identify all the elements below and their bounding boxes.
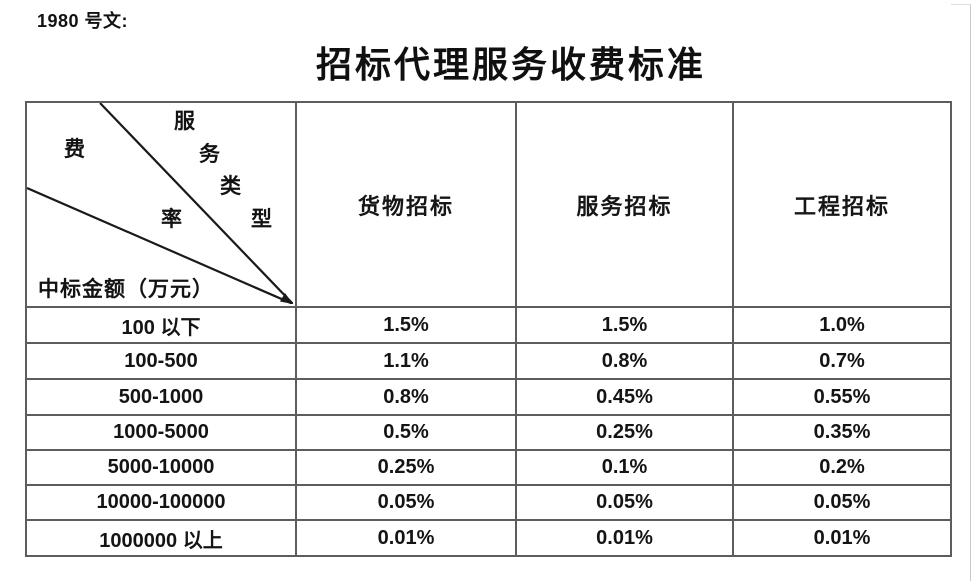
rate-cell: 0.01% [515,519,734,557]
diagonal-divider-lines [28,104,293,304]
amount-range-cell: 10000-100000 [25,484,297,521]
rate-cell: 0.55% [732,378,952,416]
rate-cell: 1.5% [295,306,517,344]
amount-axis-label: 中标金额（万元） [38,277,214,301]
header-row: 服 务 类 型 费 率 中标金额（万元） 货物招标 服务招标 工程招标 [25,101,952,308]
rate-cell: 0.05% [515,484,734,521]
rate-cell: 0.05% [732,484,952,521]
service-type-char: 型 [251,207,272,231]
table-row: 100-500 1.1% 0.8% 0.7% [25,342,952,380]
fee-standard-table: 服 务 类 型 费 率 中标金额（万元） 货物招标 服务招标 工程招标 100 … [25,101,952,557]
amount-range-cell: 1000-5000 [25,414,297,451]
rate-cell: 0.5% [295,414,517,451]
service-type-char: 类 [220,174,241,198]
table-row: 1000000 以上 0.01% 0.01% 0.01% [25,519,952,557]
rate-cell: 0.8% [515,342,734,380]
fee-rate-char: 率 [161,207,182,231]
rate-cell: 0.01% [295,519,517,557]
rate-cell: 1.5% [515,306,734,344]
table-row: 1000-5000 0.5% 0.25% 0.35% [25,414,952,451]
service-type-char: 务 [199,142,220,166]
column-header-works: 工程招标 [732,101,952,308]
amount-range-cell: 1000000 以上 [25,519,297,557]
amount-range-cell: 100-500 [25,342,297,380]
rate-cell: 1.0% [732,306,952,344]
page-edge-line [970,4,971,581]
rate-cell: 0.1% [515,449,734,486]
rate-cell: 0.25% [295,449,517,486]
column-header-service: 服务招标 [515,101,734,308]
table-row: 10000-100000 0.05% 0.05% 0.05% [25,484,952,521]
table-row: 500-1000 0.8% 0.45% 0.55% [25,378,952,416]
rate-cell: 0.8% [295,378,517,416]
doc-number-label: 1980 号文: [37,11,129,31]
amount-range-cell: 5000-10000 [25,449,297,486]
page-edge-line [951,4,971,5]
fee-rate-char: 费 [64,137,85,161]
column-header-goods: 货物招标 [295,101,517,308]
table-row: 100 以下 1.5% 1.5% 1.0% [25,306,952,344]
corner-cell: 服 务 类 型 费 率 中标金额（万元） [25,101,297,308]
table-row: 5000-10000 0.25% 0.1% 0.2% [25,449,952,486]
amount-range-cell: 100 以下 [25,306,297,344]
rate-cell: 0.35% [732,414,952,451]
amount-range-cell: 500-1000 [25,378,297,416]
rate-cell: 0.7% [732,342,952,380]
rate-cell: 0.25% [515,414,734,451]
rate-cell: 0.01% [732,519,952,557]
rate-cell: 1.1% [295,342,517,380]
rate-cell: 0.45% [515,378,734,416]
service-type-char: 服 [174,109,195,133]
rate-cell: 0.2% [732,449,952,486]
rate-cell: 0.05% [295,484,517,521]
page-title: 招标代理服务收费标准 [316,45,707,85]
